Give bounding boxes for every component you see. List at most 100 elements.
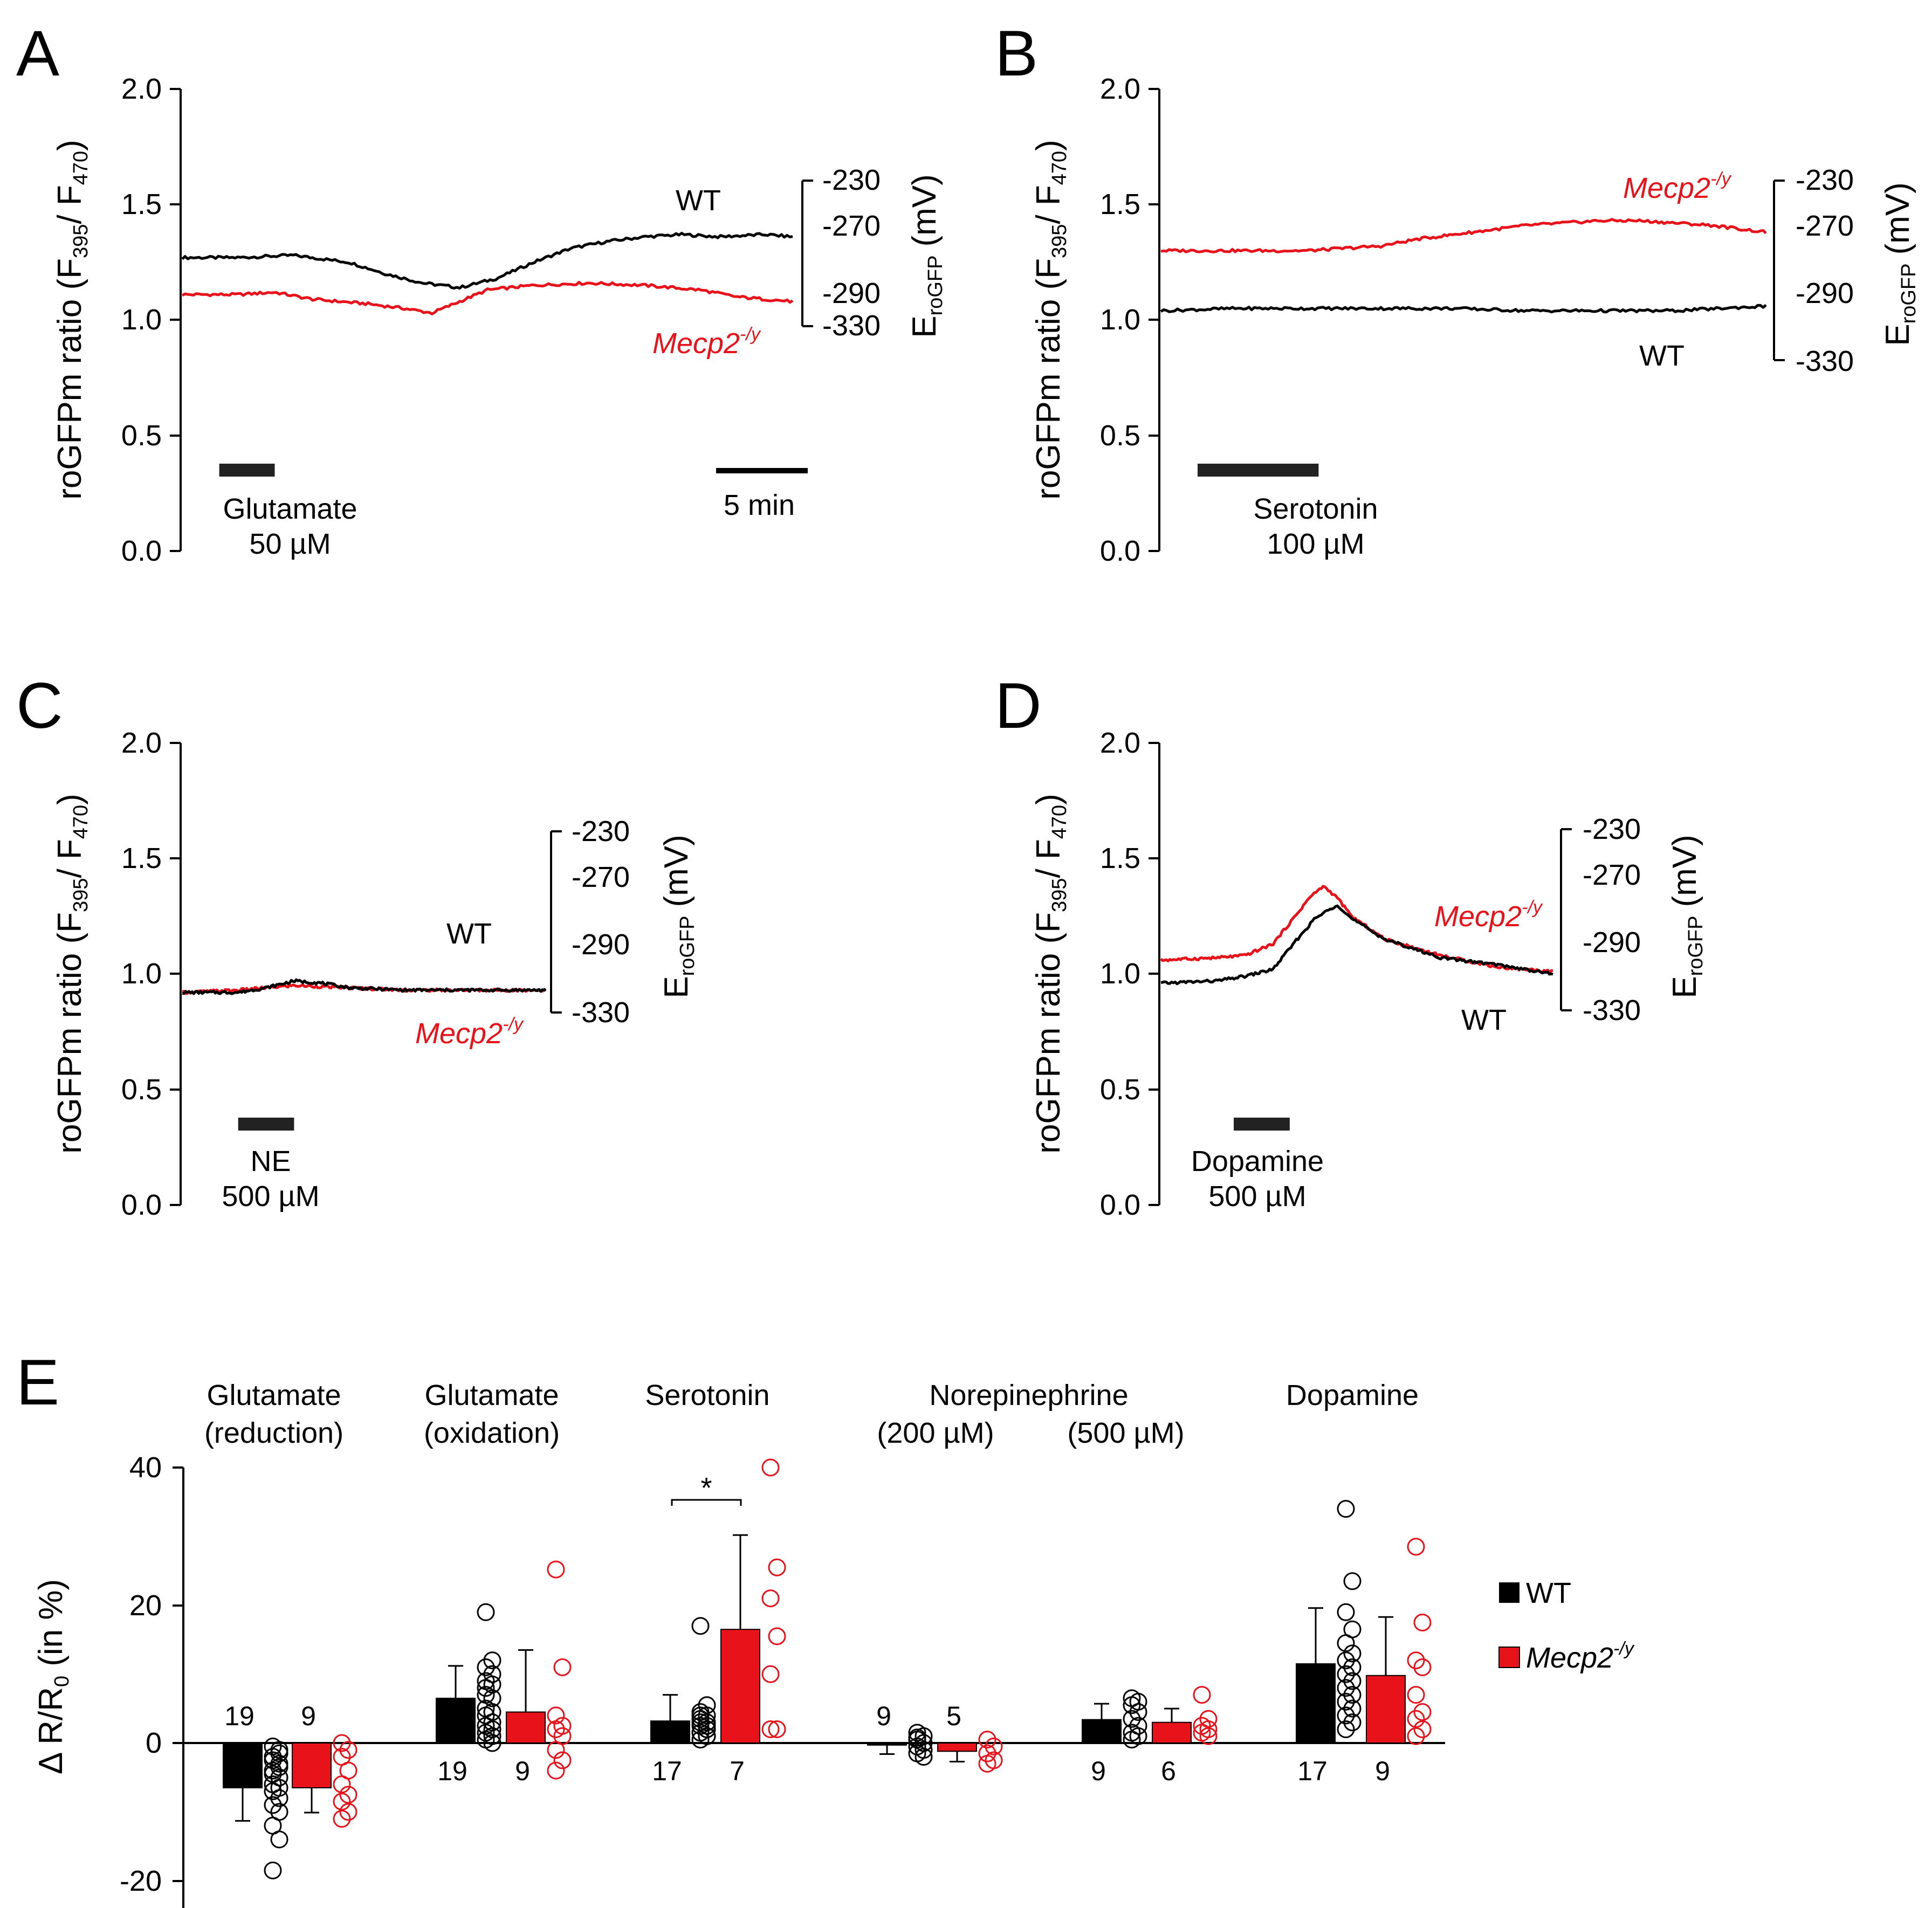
point-mecp2 [761, 1589, 780, 1608]
trace-wt-a [181, 232, 793, 290]
bar-wt [223, 1742, 263, 1789]
tick-label: -230 [1583, 813, 1641, 845]
point-wt [483, 1689, 501, 1707]
trace-mecp2-b [1160, 218, 1767, 253]
point-wt [483, 1734, 501, 1752]
tick-label: -330 [822, 309, 881, 342]
group-subtitle: (reduction) [204, 1417, 343, 1449]
legend: WT Mecp2-/y [1498, 1577, 1635, 1674]
tick-label: -290 [822, 277, 881, 309]
trace-wt-b [1160, 304, 1767, 314]
point-wt [1343, 1658, 1362, 1676]
label-mecp2-d: Mecp2-/y [1434, 897, 1543, 933]
n-label-mecp2: 9 [515, 1756, 530, 1786]
tick-label: -230 [1796, 164, 1854, 196]
panel-a-left-axis: 2.0 1.5 1.0 0.5 0.0 roGFPm ratio (F395/ … [51, 73, 182, 567]
stim-conc-b: 100 µM [1267, 528, 1364, 560]
group-subtitle: (500 µM) [1067, 1417, 1184, 1449]
tick-label: 1.0 [121, 958, 162, 990]
panel-a: A 2.0 1.5 1.0 0.5 0.0 roGFPm ratio (F395… [16, 17, 947, 567]
point-mecp2 [333, 1748, 351, 1766]
legend-label-mecp2: Mecp2-/y [1526, 1638, 1635, 1674]
point-wt [270, 1758, 288, 1776]
legend-label-wt: WT [1526, 1577, 1571, 1609]
group-title: Glutamate [424, 1379, 559, 1411]
group-subtitle: (200 µM) [877, 1417, 994, 1449]
panel-letter-d: D [995, 670, 1042, 742]
group-title: Norepinephrine [929, 1379, 1128, 1411]
point-mecp2 [1413, 1658, 1432, 1676]
tick-label: -20 [120, 1865, 162, 1897]
panel-d-left-axis: 2.0 1.5 1.0 0.5 0.0 roGFPm ratio (F395/ … [1030, 727, 1160, 1221]
point-wt [1123, 1710, 1141, 1728]
right-axis-label: EroGFP(mV) [658, 835, 699, 998]
bar-wt [1296, 1663, 1336, 1744]
panel-b-right-axis: -230 -270 -290 -330 EroGFP(mV) [1773, 164, 1920, 377]
left-axis-label: roGFPm ratio (F395/ F470) [1030, 140, 1071, 500]
point-wt [477, 1658, 495, 1676]
point-mecp2 [547, 1560, 565, 1579]
n-label-wt: 17 [1297, 1756, 1328, 1786]
point-mecp2 [761, 1665, 780, 1683]
point-wt [264, 1775, 282, 1794]
bar-wt [650, 1720, 690, 1744]
point-wt [1337, 1720, 1355, 1738]
n-label-mecp2: 6 [1161, 1756, 1176, 1786]
point-wt [1337, 1651, 1355, 1670]
panel-letter-e: E [16, 1346, 59, 1418]
point-wt [1337, 1665, 1355, 1683]
point-mecp2 [1407, 1727, 1425, 1745]
bar-wt [867, 1742, 907, 1746]
panel-a-right-axis: -230 -270 -290 -330 EroGFP(mV) [801, 164, 947, 342]
point-wt [908, 1728, 926, 1747]
point-mecp2 [768, 1720, 786, 1738]
point-wt [1337, 1706, 1355, 1725]
point-mecp2 [1407, 1710, 1425, 1728]
bar-mecp2 [937, 1742, 977, 1752]
n-label-wt: 9 [1091, 1756, 1106, 1786]
significance-star: * [700, 1472, 712, 1504]
point-mecp2 [1413, 1720, 1432, 1738]
point-wt [691, 1617, 710, 1635]
point-mecp2 [547, 1720, 565, 1738]
panel-c-left-axis: 2.0 1.5 1.0 0.5 0.0 roGFPm ratio (F395/ … [51, 727, 182, 1221]
point-wt [1337, 1603, 1355, 1621]
panel-d: D 2.0 1.5 1.0 0.5 0.0 roGFPm ratio (F395… [995, 670, 1707, 1221]
panel-c: C 2.0 1.5 1.0 0.5 0.0 roGFPm ratio (F395… [16, 670, 699, 1221]
right-axis-label: EroGFP(mV) [906, 174, 947, 338]
n-label-mecp2: 9 [1375, 1756, 1390, 1786]
point-mecp2 [553, 1751, 572, 1769]
bar-mecp2 [292, 1742, 332, 1789]
left-axis-label: roGFPm ratio (F395/ F470) [1030, 794, 1071, 1154]
group-subtitle: (oxidation) [424, 1417, 560, 1449]
point-wt [1343, 1672, 1362, 1690]
tick-label: 1.5 [121, 188, 162, 221]
scale-bar-label-a: 5 min [724, 489, 795, 521]
point-wt [1337, 1500, 1355, 1518]
tick-label: 20 [129, 1589, 162, 1622]
legend-swatch-wt [1499, 1582, 1520, 1603]
tick-label: 1.5 [1100, 188, 1140, 221]
point-wt [1129, 1703, 1147, 1721]
left-axis-label: roGFPm ratio (F395/ F470) [51, 794, 92, 1154]
point-wt [264, 1737, 282, 1755]
point-mecp2 [333, 1793, 351, 1811]
point-wt [1343, 1644, 1362, 1663]
point-wt [477, 1603, 495, 1621]
point-mecp2 [761, 1720, 780, 1738]
point-wt [1123, 1696, 1141, 1714]
panel-e-axis: 40 20 0 -20 Δ R/R0 (in %) [32, 1451, 1445, 1908]
group-title: Dopamine [1286, 1379, 1419, 1411]
tick-label: 1.0 [1100, 958, 1140, 990]
tick-label: 2.0 [121, 73, 162, 105]
n-label-mecp2: 7 [730, 1756, 745, 1786]
point-mecp2 [768, 1627, 786, 1645]
point-mecp2 [1413, 1613, 1432, 1631]
point-wt [691, 1724, 710, 1742]
label-mecp2-c: Mecp2-/y [415, 1014, 524, 1050]
right-axis-label: EroGFP(mV) [1879, 182, 1920, 346]
tick-label: 2.0 [121, 727, 162, 759]
significance-bracket [671, 1499, 742, 1506]
point-mecp2 [333, 1734, 351, 1752]
panel-c-right-axis: -230 -270 -290 -330 EroGFP(mV) [550, 815, 699, 1029]
